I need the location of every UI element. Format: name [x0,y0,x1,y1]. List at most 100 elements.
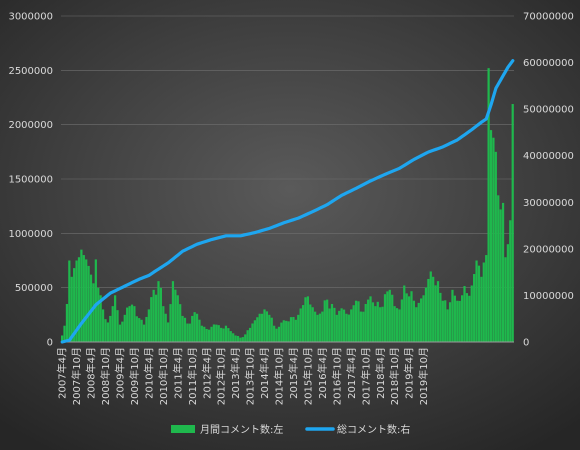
bar [270,317,273,342]
x-tick-label: 2012年10月 [215,347,228,405]
bar [504,257,507,342]
bar [388,289,391,342]
bar [475,260,478,342]
bar [236,336,240,342]
bar [169,304,172,342]
bar [506,244,509,342]
legend-label-bars: 月間コメント数:左 [200,423,283,436]
line-series-total-comments [60,59,515,344]
bar [104,319,107,342]
bar [311,307,314,342]
bar [492,137,495,342]
bar [150,297,153,342]
bar [207,329,211,342]
x-tick-label: 2010年4月 [142,347,155,399]
bar [99,295,102,342]
right-y-tick-label: 40000000 [523,151,574,162]
bar [318,313,322,342]
bar [251,323,254,342]
bar-series-monthly-comments [61,68,514,343]
bar [369,296,372,342]
bar [70,276,73,342]
x-tick-label: 2007年10月 [70,347,83,405]
bar [468,295,471,342]
bar [289,317,293,342]
bar [326,299,329,342]
bar [364,303,367,342]
bar [183,317,187,342]
x-tick-label: 2007年4月 [56,347,69,399]
bar [424,287,428,342]
right-y-tick-label: 0 [523,338,529,349]
bar [217,325,220,342]
bar [118,324,122,342]
bar [142,324,146,342]
bar [441,300,444,342]
right-y-axis-ticks: 0 10000000 20000000 30000000 40000000 5000000… [523,12,574,349]
bar [444,300,447,342]
bar [309,304,312,342]
bar [338,310,341,342]
bar [138,318,141,342]
bar [316,314,319,342]
bar [422,295,425,342]
bar [97,287,100,342]
bar [109,315,112,342]
bar [494,151,497,342]
bar [391,294,394,342]
bar [123,314,126,342]
bar [371,302,375,342]
bar [179,304,182,342]
x-tick-label: 2013年10月 [244,347,257,405]
bar [133,306,136,342]
bar [200,325,203,342]
bar [451,289,454,342]
bar [463,286,466,342]
bar [383,294,387,342]
right-y-tick-label: 50000000 [523,105,574,116]
bar [323,300,326,342]
bar [77,257,81,342]
bar [292,317,295,342]
bar [154,294,158,342]
bar [470,285,473,342]
bar [434,285,437,342]
bar [342,309,346,342]
left-y-axis-ticks: 0 500000 1000000 1500000 2000000 2500000 30000… [8,12,53,349]
bar [412,300,416,342]
bar [126,307,129,342]
bar [335,314,338,342]
bar [333,307,336,342]
bar [398,309,401,342]
bar [94,259,97,342]
bar [87,265,90,342]
bar [287,321,290,342]
bar [273,325,276,342]
bar [106,322,109,342]
bar [473,274,476,342]
bar [263,309,266,342]
x-tick-label: 2014年10月 [273,347,286,405]
x-tick-label: 2017年10月 [359,347,372,405]
x-tick-label: 2009年4月 [114,347,127,399]
bar [297,314,300,342]
x-tick-label: 2019年10月 [417,347,430,405]
bar [210,326,213,342]
x-tick-label: 2015年4月 [287,347,300,399]
bar [417,302,420,342]
bar [101,309,105,342]
gridlines [61,15,514,288]
bar [511,104,514,343]
x-tick-label: 2013年4月 [229,347,242,399]
bar [458,300,461,342]
legend: 月間コメント数:左 総コメント数:右 [171,423,410,436]
bar [181,315,184,342]
left-y-tick-label: 3000000 [8,12,53,23]
bar [354,300,358,342]
bar [229,331,232,342]
bar [253,320,256,342]
bar [203,326,206,342]
bar [477,265,481,342]
bar [465,293,469,342]
